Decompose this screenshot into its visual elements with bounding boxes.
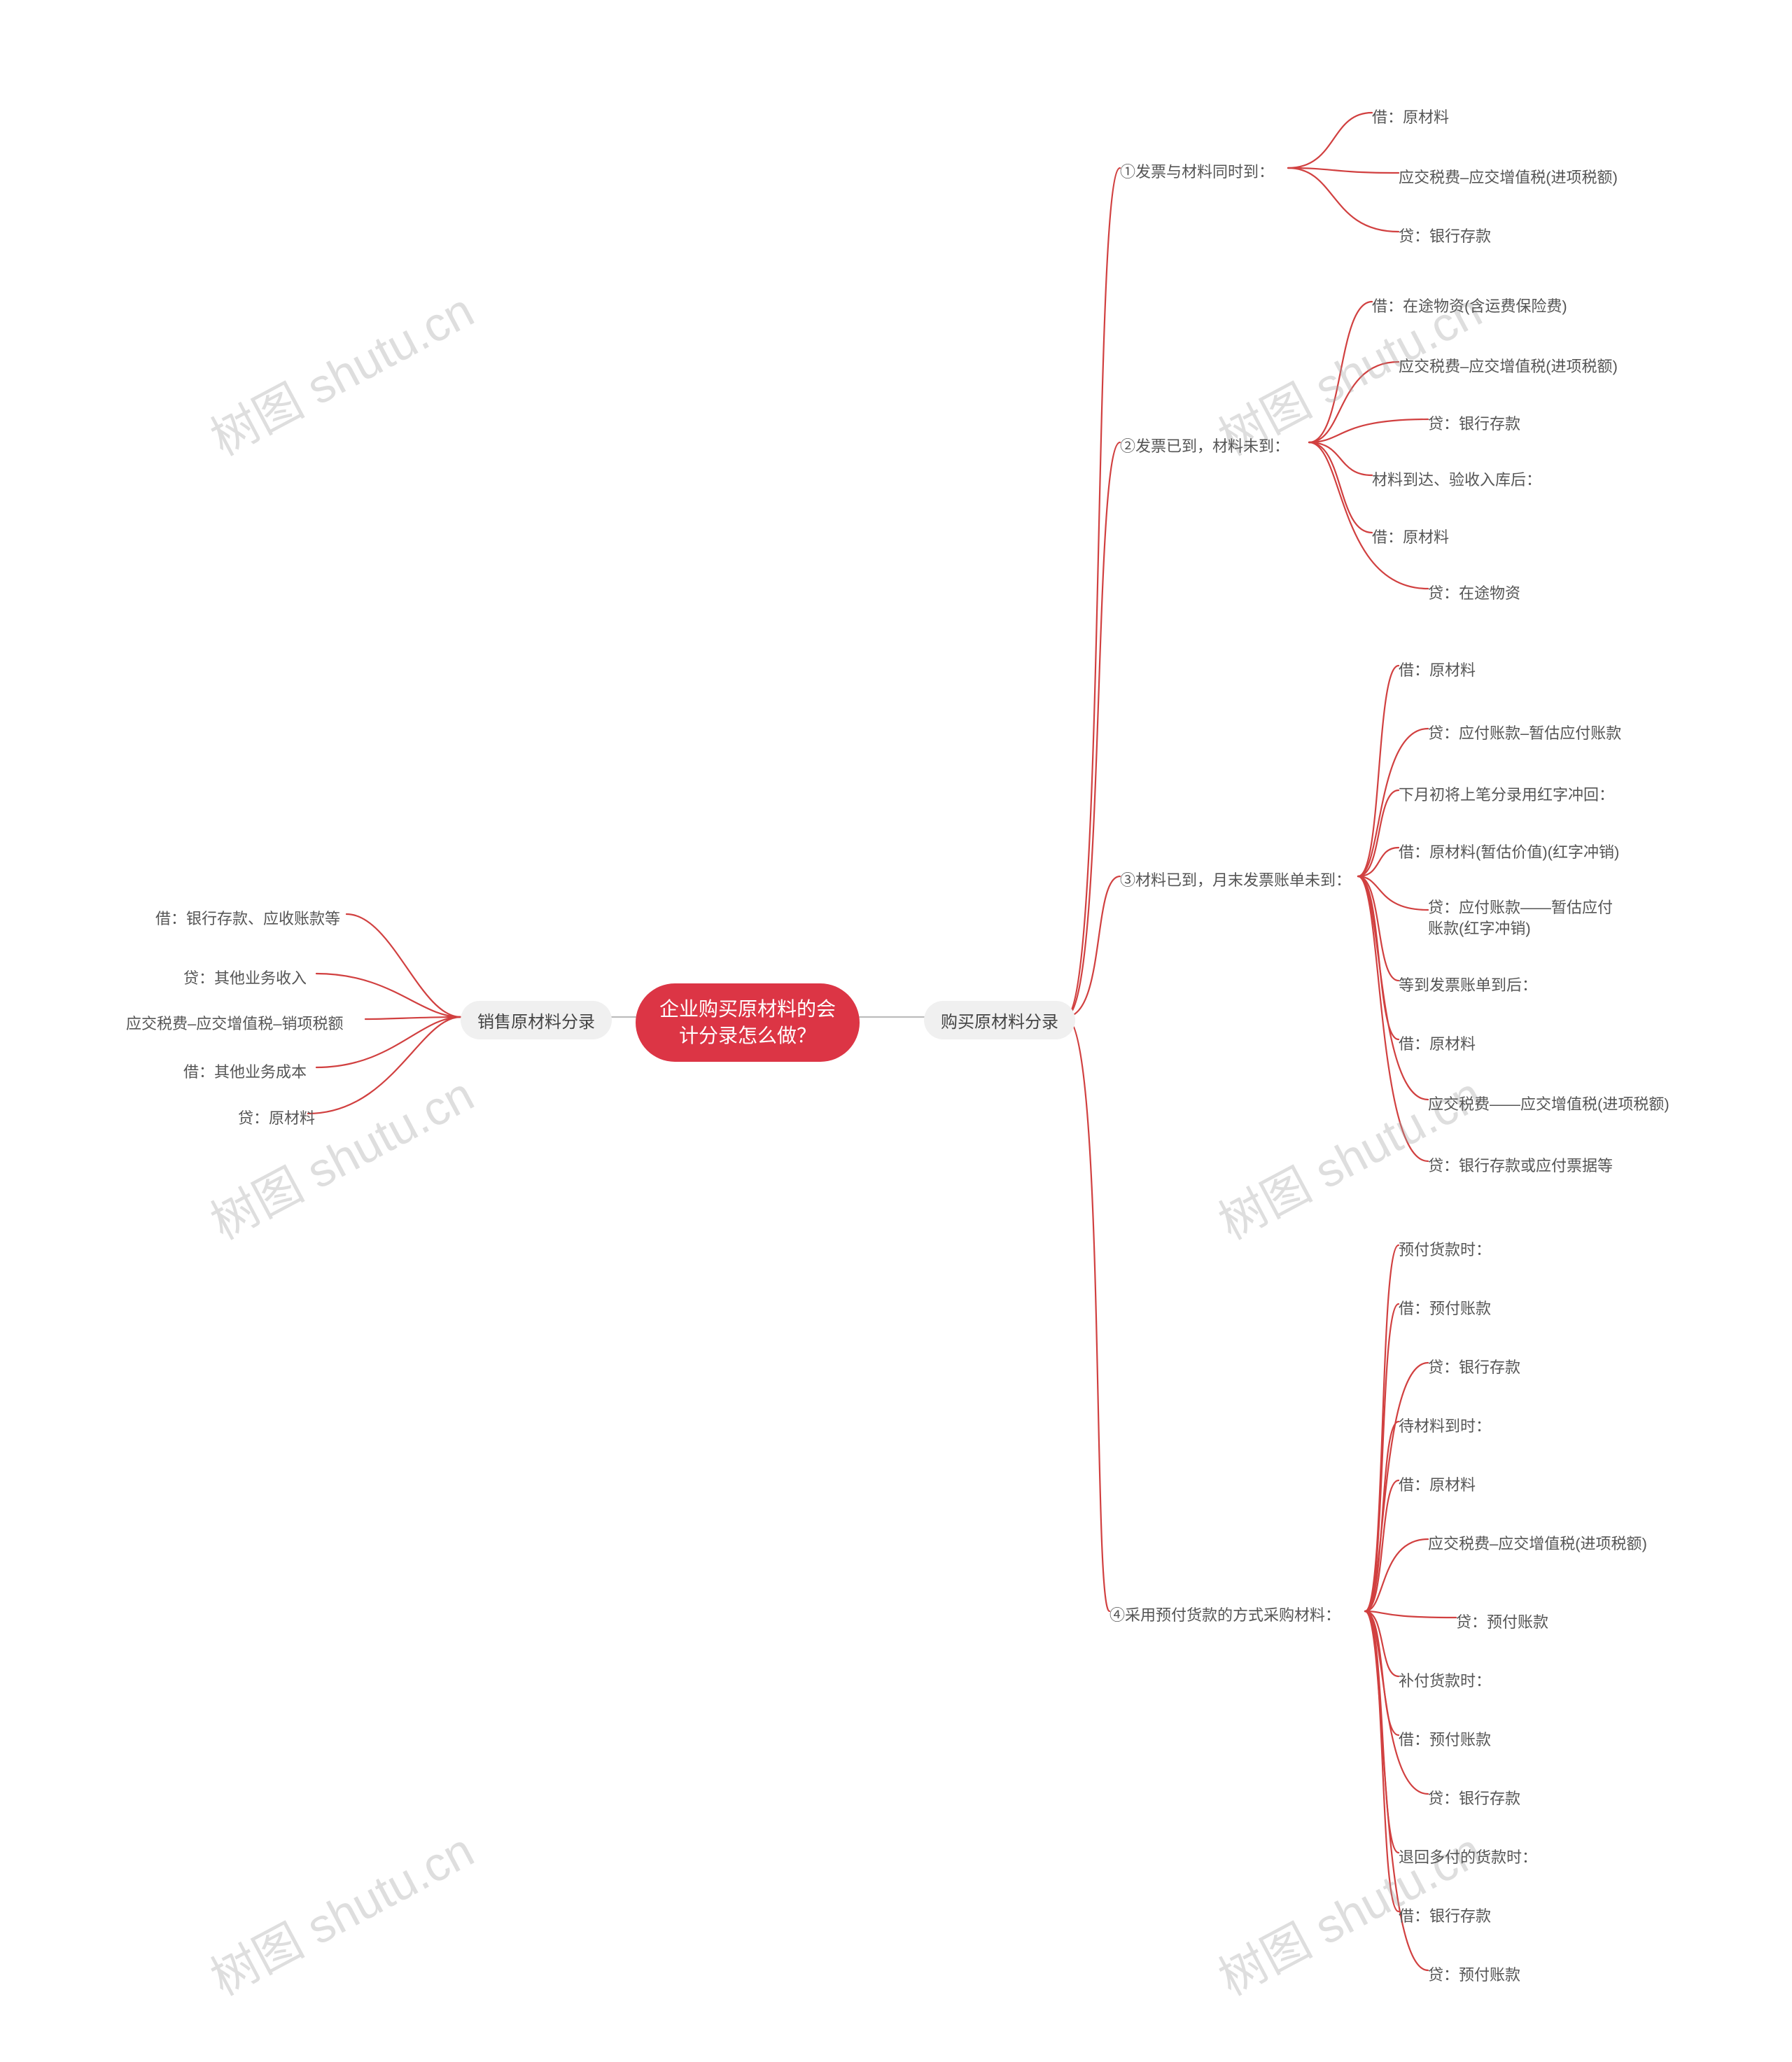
leaf-node[interactable]: 借：原材料	[1399, 1473, 1476, 1495]
leaf-node[interactable]: 贷：原材料	[238, 1106, 315, 1128]
mindmap-canvas: 树图 shutu.cn 树图 shutu.cn 树图 shutu.cn 树图 s…	[0, 0, 1792, 2062]
leaf-node[interactable]: 借：预付账款	[1399, 1727, 1491, 1750]
leaf-node[interactable]: 补付货款时：	[1399, 1669, 1491, 1691]
leaf-node[interactable]: 应交税费——应交增值税(进项税额)	[1428, 1092, 1670, 1114]
leaf-node[interactable]: 借：原材料	[1372, 105, 1449, 127]
leaf-node[interactable]: 应交税费–应交增值税(进项税额)	[1399, 165, 1618, 188]
leaf-node[interactable]: 预付货款时：	[1399, 1237, 1491, 1260]
leaf-node[interactable]: 下月初将上笔分录用红字冲回：	[1399, 783, 1614, 805]
leaf-node[interactable]: 材料到达、验收入库后：	[1372, 468, 1541, 490]
watermark: 树图 shutu.cn	[197, 272, 484, 469]
leaf-node[interactable]: 待材料到时：	[1399, 1414, 1491, 1436]
root-node[interactable]: 企业购买原材料的会计分录怎么做？	[636, 983, 860, 1062]
leaf-node[interactable]: 借：原材料	[1399, 1032, 1476, 1054]
leaf-node[interactable]: 借：其他业务成本	[183, 1060, 307, 1082]
leaf-node[interactable]: 贷：银行存款	[1399, 224, 1491, 246]
watermark: 树图 shutu.cn	[197, 1056, 484, 1253]
leaf-node[interactable]: 贷：银行存款	[1428, 1786, 1520, 1809]
leaf-node[interactable]: 应交税费–应交增值税(进项税额)	[1428, 1531, 1647, 1554]
leaf-node[interactable]: 借：原材料	[1399, 658, 1476, 680]
sub-node[interactable]: ③材料已到，月末发票账单未到：	[1120, 868, 1351, 890]
leaf-node[interactable]: 借：银行存款、应收账款等	[155, 906, 340, 929]
leaf-node[interactable]: 借：在途物资(含运费保险费)	[1372, 294, 1567, 316]
leaf-node[interactable]: 贷：银行存款	[1428, 1355, 1520, 1377]
sub-node[interactable]: ④采用预付货款的方式采购材料：	[1110, 1603, 1340, 1625]
leaf-node[interactable]: 贷：银行存款或应付票据等	[1428, 1153, 1613, 1176]
leaf-node[interactable]: 贷：银行存款	[1428, 412, 1520, 434]
watermark: 树图 shutu.cn	[197, 1812, 484, 2009]
leaf-node[interactable]: 借：银行存款	[1399, 1904, 1491, 1926]
leaf-node[interactable]: 贷：其他业务收入	[183, 966, 307, 988]
leaf-node[interactable]: 应交税费–应交增值税(进项税额)	[1399, 354, 1618, 377]
leaf-node[interactable]: 借：预付账款	[1399, 1296, 1491, 1319]
leaf-node[interactable]: 贷：预付账款	[1428, 1963, 1520, 1985]
branch-chip-purchase[interactable]: 购买原材料分录	[924, 1001, 1075, 1039]
branch-chip-sales[interactable]: 销售原材料分录	[461, 1001, 612, 1039]
sub-node[interactable]: ②发票已到，材料未到：	[1120, 434, 1289, 456]
leaf-node[interactable]: 借：原材料	[1372, 525, 1449, 547]
leaf-node[interactable]: 贷：预付账款	[1456, 1610, 1548, 1632]
leaf-node[interactable]: 贷：应付账款–暂估应付账款	[1428, 721, 1621, 743]
leaf-node[interactable]: 应交税费–应交增值税–销项税额	[126, 1011, 343, 1034]
leaf-node[interactable]: 贷：在途物资	[1428, 581, 1520, 603]
sub-node[interactable]: ①发票与材料同时到：	[1120, 160, 1274, 182]
leaf-node[interactable]: 借：原材料(暂估价值)(红字冲销)	[1399, 840, 1619, 862]
leaf-node[interactable]: 等到发票账单到后：	[1399, 973, 1537, 995]
leaf-node[interactable]: 贷：应付账款——暂估应付账款(红字冲销)	[1428, 897, 1624, 939]
leaf-node[interactable]: 退回多付的货款时：	[1399, 1845, 1537, 1867]
